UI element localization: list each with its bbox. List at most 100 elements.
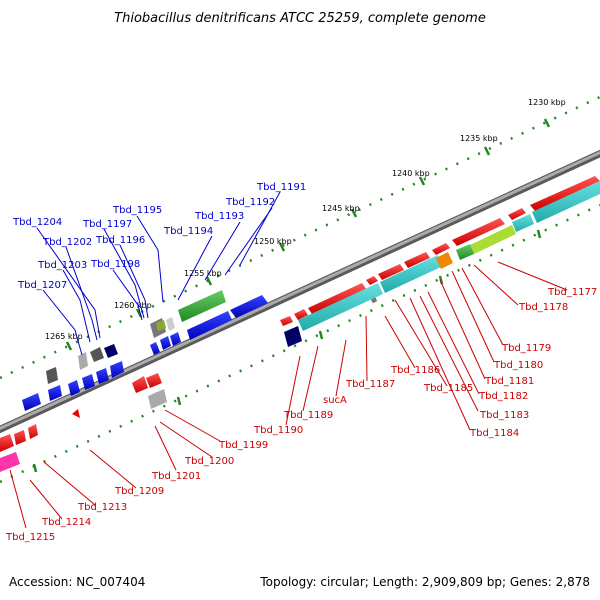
gene-arrow	[72, 409, 80, 418]
scale-label: 1265 kbp	[45, 332, 83, 341]
gene-arrow	[308, 283, 366, 314]
gene-label: Tbd_1209	[114, 486, 164, 497]
gene-arrow	[432, 243, 450, 255]
gene-arrow	[187, 311, 232, 340]
red-leader-lines	[9, 261, 568, 529]
gene-arrow	[104, 344, 118, 358]
gene-label: Tbd_1198	[90, 259, 140, 270]
blue-leader-lines	[36, 191, 281, 356]
gene-arrow	[436, 252, 453, 269]
gene-label: Tbd_1179	[501, 343, 551, 354]
gene-arrow	[160, 336, 171, 350]
scale-label: 1255 kbp	[184, 269, 222, 278]
genome-summary-text: Topology: circular; Length: 2,909,809 bp…	[259, 575, 590, 589]
gene-label: Tbd_1181	[484, 376, 534, 387]
gene-arrow	[22, 393, 41, 411]
gene-arrow	[132, 376, 148, 393]
red-gene-labels: Tbd_1177 Tbd_1178 Tbd_1179 Tbd_1180 Tbd_…	[5, 287, 597, 543]
gene-label: Tbd_1180	[493, 360, 543, 371]
gene-arrow	[470, 225, 516, 254]
gene-label: Tbd_1197	[82, 219, 132, 230]
forward-genes	[280, 176, 600, 326]
gene-label: Tbd_1190	[253, 425, 303, 436]
gene-arrow	[150, 342, 160, 355]
outer-scale-ring	[0, 95, 600, 380]
scale-label: 1240 kbp	[392, 169, 430, 178]
reverse-genes	[22, 290, 268, 411]
scale-label: 1245 kbp	[322, 204, 360, 213]
gene-label: Tbd_1195	[112, 205, 162, 216]
gene-arrow	[512, 214, 534, 232]
gene-arrow	[78, 352, 88, 370]
gene-label: Tbd_1184	[469, 428, 519, 439]
gene-label: Tbd_1192	[225, 197, 275, 208]
gene-arrow	[530, 176, 600, 211]
gene-arrow	[28, 424, 38, 439]
gene-label: Tbd_1178	[518, 302, 568, 313]
gene-arrow	[378, 264, 404, 280]
gene-label: Tbd_1213	[77, 502, 127, 513]
gene-label: Tbd_1193	[194, 211, 244, 222]
gene-label: Tbd_1196	[95, 235, 145, 246]
gene-arrow	[380, 255, 443, 293]
gene-label: Tbd_1177	[547, 287, 597, 298]
gene-label: sucA	[323, 395, 347, 406]
gene-arrow	[0, 434, 14, 452]
scale-label: 1250 kbp	[254, 237, 292, 246]
gene-arrow	[14, 430, 26, 445]
gene-label: Tbd_1200	[184, 456, 234, 467]
gene-arrow	[90, 347, 104, 362]
gene-label: Tbd_1203	[37, 260, 87, 271]
gene-arrow	[294, 309, 308, 320]
gene-label: Tbd_1182	[478, 391, 528, 402]
gene-label: Tbd_1202	[42, 237, 92, 248]
gene-arrow	[68, 380, 80, 396]
gene-arrow	[230, 295, 268, 318]
scale-label: 1260 kbp	[114, 301, 152, 310]
gene-arrow	[146, 373, 162, 388]
gene-arrow	[166, 317, 175, 331]
gene-arrow	[178, 290, 226, 322]
gene-arrow	[48, 385, 62, 401]
major-ticks	[32, 118, 551, 473]
gene-arrow	[532, 181, 600, 223]
gene-arrow	[508, 208, 526, 220]
gene-label: Tbd_1194	[163, 226, 213, 237]
gene-label: Tbd_1215	[5, 532, 55, 543]
accession-text: Accession: NC_007404	[9, 575, 145, 589]
gene-arrow	[156, 320, 166, 331]
gene-arrow	[0, 452, 20, 472]
gene-label: Tbd_1189	[283, 410, 333, 421]
gene-arrow	[170, 332, 181, 346]
gene-arrow	[148, 389, 167, 409]
gene-label: Tbd_1183	[479, 410, 529, 421]
gene-arrow	[452, 218, 505, 246]
gene-arrow	[280, 316, 293, 326]
gene-arrow	[284, 326, 302, 347]
gene-label: Tbd_1185	[423, 383, 473, 394]
reverse-red-genes	[0, 373, 167, 472]
gene-arrow	[82, 374, 95, 390]
gene-label: Tbd_1214	[41, 517, 91, 528]
gene-label: Tbd_1186	[390, 365, 440, 376]
gene-arrow	[298, 283, 383, 331]
gene-arrow	[366, 276, 378, 285]
gene-label: Tbd_1199	[218, 440, 268, 451]
gene-label: Tbd_1191	[256, 182, 306, 193]
scale-labels: 1230 kbp 1235 kbp 1240 kbp 1245 kbp 1250…	[45, 98, 566, 341]
gene-arrow	[96, 368, 109, 384]
gene-arrow	[46, 367, 58, 384]
gene-label: Tbd_1204	[12, 217, 62, 228]
gene-arrow	[456, 244, 474, 260]
gene-arrow	[404, 252, 430, 268]
gene-label: Tbd_1207	[17, 280, 67, 291]
gene-arrow	[110, 361, 124, 378]
scale-label: 1235 kbp	[460, 134, 498, 143]
gene-label: Tbd_1187	[345, 379, 395, 390]
cyan-genes	[284, 181, 600, 347]
map-title: Thiobacillus denitrificans ATCC 25259, c…	[114, 11, 486, 26]
blue-gene-labels: Tbd_1191 Tbd_1192 Tbd_1193 Tbd_1194 Tbd_…	[12, 182, 306, 291]
scale-label: 1230 kbp	[528, 98, 566, 107]
gene-label: Tbd_1201	[151, 471, 201, 482]
